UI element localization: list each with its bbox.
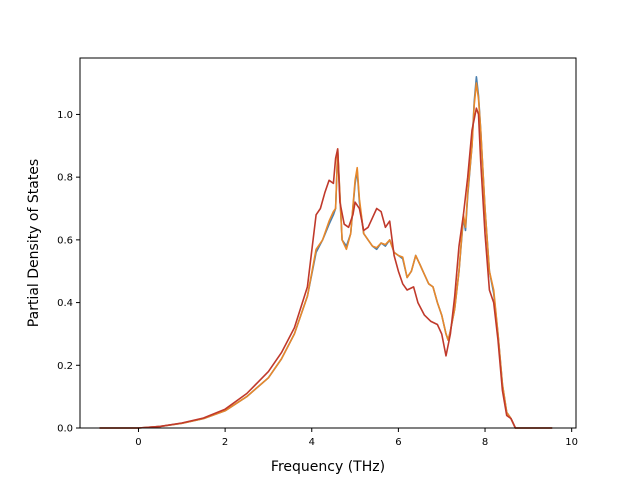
series-line-2 — [99, 82, 553, 429]
x-tick-label: 6 — [395, 437, 401, 448]
x-axis-ticks: 0 2 4 6 8 10 — [135, 428, 578, 448]
series-layer — [99, 76, 553, 429]
x-tick-label: 10 — [565, 437, 578, 448]
axes-frame — [79, 57, 577, 429]
x-tick-label: 0 — [135, 437, 141, 448]
x-axis-label: Frequency (THz) — [271, 459, 385, 475]
y-tick-label: 0.2 — [57, 361, 73, 372]
y-tick-label: 0.8 — [57, 173, 73, 184]
y-tick-label: 0.0 — [57, 424, 73, 435]
x-tick-label: 2 — [222, 437, 228, 448]
y-tick-label: 1.0 — [57, 110, 73, 121]
series-line-3 — [99, 107, 553, 429]
y-axis-label: Partial Density of States — [26, 159, 42, 327]
x-tick-label: 4 — [309, 437, 315, 448]
y-axis-ticks: 0.0 0.2 0.4 0.6 0.8 1.0 — [57, 110, 80, 435]
y-tick-label: 0.6 — [57, 235, 73, 246]
x-tick-label: 8 — [482, 437, 488, 448]
y-tick-label: 0.4 — [57, 298, 73, 309]
